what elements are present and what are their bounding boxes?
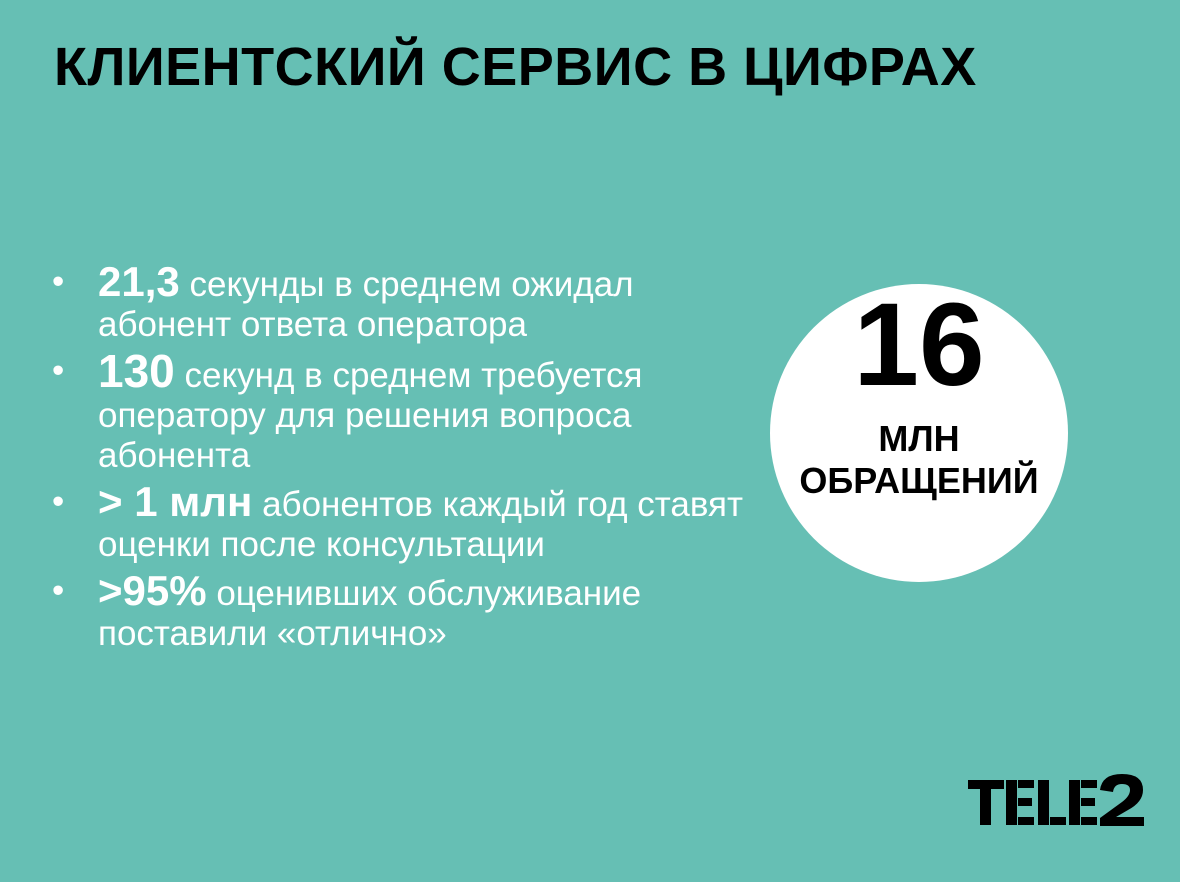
stat-value: 130 [98, 345, 175, 397]
stat-text: абонентов каждый год ставят оценки после… [98, 485, 744, 564]
list-item: • 21,3 секунды в среднем ожидал абонент … [52, 261, 772, 345]
stat-text: оценивших обслуживание поставили «отличн… [98, 574, 642, 653]
stat-text: секунды в среднем ожидал абонент ответа … [98, 265, 634, 344]
stat-value: 21,3 [98, 258, 180, 305]
tele2-logo [968, 774, 1144, 826]
list-item: • > 1 млн абонентов каждый год ставят оц… [52, 481, 772, 565]
highlight-unit: МЛН [878, 418, 960, 459]
list-item: • >95% оценивших обслуживание поставили … [52, 570, 772, 654]
bullet-icon: • [52, 262, 65, 301]
bullet-icon: • [52, 351, 65, 390]
list-item: • 130 секунд в среднем требуется операто… [52, 348, 772, 476]
highlight-number: 16 [853, 279, 985, 411]
stat-value: > 1 млн [98, 478, 253, 525]
slide-title: КЛИЕНТСКИЙ СЕРВИС В ЦИФРАХ [54, 37, 977, 97]
highlight-circle: 16 МЛН ОБРАЩЕНИЙ [770, 284, 1068, 582]
stat-text: секунд в среднем требуется оператору для… [98, 356, 643, 475]
highlight-label: ОБРАЩЕНИЙ [799, 460, 1039, 501]
stats-list: • 21,3 секунды в среднем ожидал абонент … [52, 261, 772, 660]
stat-value: >95% [98, 567, 207, 614]
bullet-icon: • [52, 571, 65, 610]
bullet-icon: • [52, 482, 65, 521]
